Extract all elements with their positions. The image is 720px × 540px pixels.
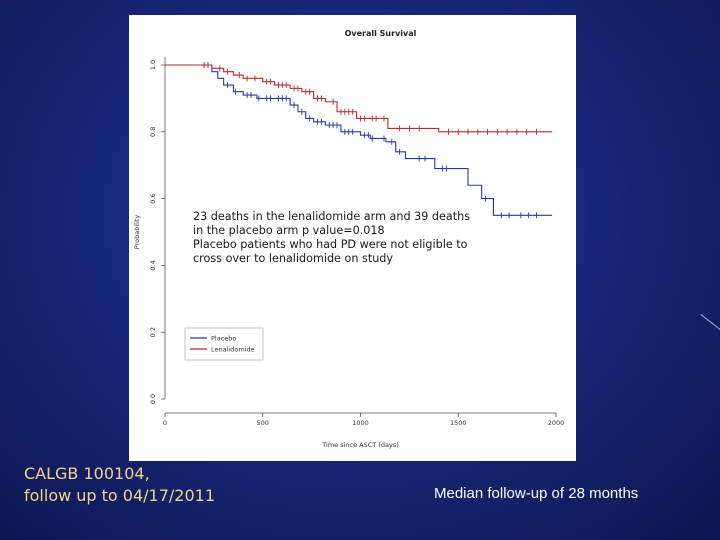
median-followup-caption: Median follow-up of 28 months <box>434 485 639 502</box>
x-axis-label: Time since ASCT (days) <box>321 441 399 449</box>
survival-chart: Overall Survival 0 500 1000 1500 2000 Time sin… <box>133 29 565 449</box>
legend-box <box>184 327 264 361</box>
y-axis-label: Probability <box>133 215 141 250</box>
x-tick-label: 0 <box>163 419 167 427</box>
series-line-lenalidomide <box>165 64 553 133</box>
legend-label: Lenalidomide <box>211 346 255 354</box>
chart-panel: Overall Survival 0 500 1000 1500 2000 Time sin… <box>129 15 576 461</box>
x-tick-label: 1500 <box>450 419 467 427</box>
y-tick-label: 0.2 <box>149 327 157 337</box>
y-tick-label: 0.0 <box>149 394 157 404</box>
chart-title: Overall Survival <box>345 29 417 38</box>
legend-label: Placebo <box>211 335 236 343</box>
y-tick-label: 1.0 <box>149 60 157 70</box>
study-caption: CALGB 100104, follow up to 04/17/2011 <box>24 464 216 505</box>
series-line-placebo <box>165 64 553 216</box>
y-tick-label: 0.4 <box>149 260 157 270</box>
x-tick-label: 1000 <box>352 419 369 427</box>
x-tick-label: 500 <box>257 419 269 427</box>
y-tick-label: 0.8 <box>149 127 157 137</box>
x-tick-label: 2000 <box>548 419 565 427</box>
y-tick-label: 0.6 <box>149 193 157 203</box>
decorative-line <box>700 314 720 331</box>
chart-annotation: 23 deaths in the lenalidomide arm and 39… <box>193 210 471 265</box>
